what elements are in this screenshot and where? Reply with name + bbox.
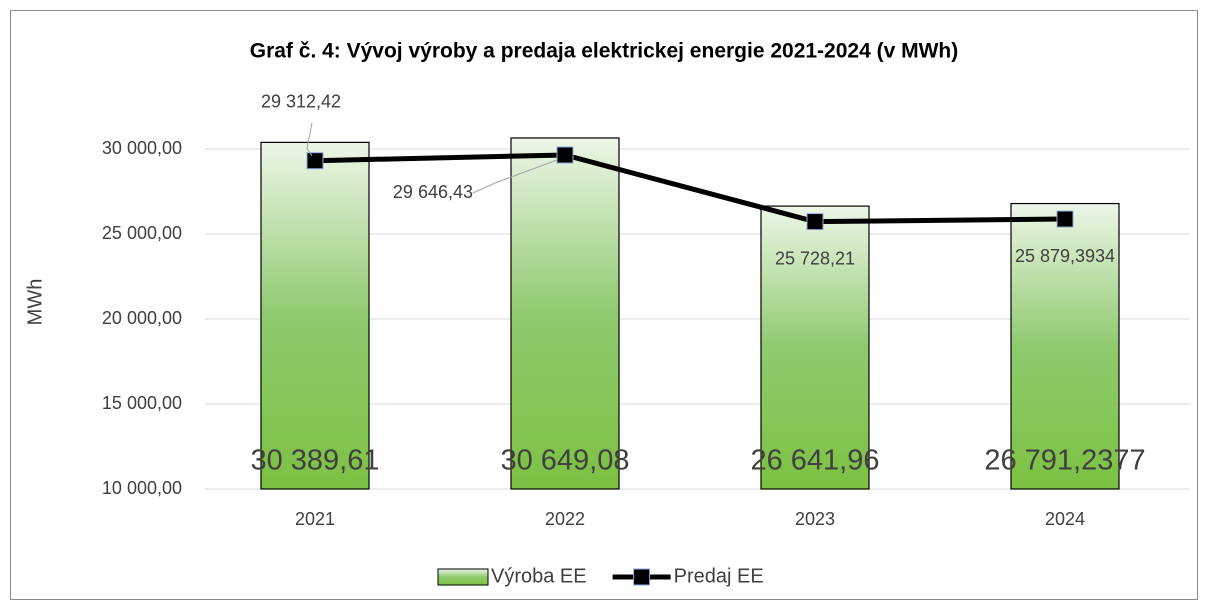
x-tick-label: 2021	[295, 509, 335, 529]
line-marker	[806, 213, 824, 231]
bar	[260, 141, 370, 490]
legend-swatch	[437, 568, 489, 586]
x-tick-label: 2024	[1045, 509, 1085, 529]
x-tick-label: 2022	[545, 509, 585, 529]
legend-label: Predaj EE	[674, 565, 764, 587]
leader-line	[472, 159, 558, 194]
line	[314, 152, 1066, 225]
bar-value-label: 26 791,2377	[984, 445, 1145, 477]
y-tick-label: 25 000,00	[102, 223, 182, 243]
y-tick-label: 20 000,00	[102, 308, 182, 328]
bar	[760, 205, 870, 490]
bar-value-label: 30 389,61	[250, 445, 379, 477]
y-tick-label: 30 000,00	[102, 138, 182, 158]
line-value-label: 25 728,21	[775, 248, 855, 268]
line-value-label: 29 646,43	[393, 182, 473, 202]
legend-label: Výroba EE	[491, 565, 587, 587]
y-tick-label: 15 000,00	[102, 393, 182, 413]
line-marker	[306, 152, 324, 170]
bar	[1010, 202, 1120, 490]
y-axis-label: MWh	[24, 279, 46, 326]
line-marker	[556, 146, 574, 164]
bar	[510, 137, 620, 490]
bar-value-label: 30 649,08	[500, 445, 629, 477]
y-tick-label: 10 000,00	[102, 478, 182, 498]
legend-swatch	[633, 568, 651, 586]
chart-title: Graf č. 4: Vývoj výroby a predaja elektr…	[250, 40, 959, 63]
line-value-label: 25 879,3934	[1015, 246, 1115, 266]
line-marker	[1056, 210, 1074, 228]
bar-value-label: 26 641,96	[750, 445, 879, 477]
line-value-label: 29 312,42	[261, 91, 341, 111]
leader-line	[306, 122, 313, 156]
x-tick-label: 2023	[795, 509, 835, 529]
